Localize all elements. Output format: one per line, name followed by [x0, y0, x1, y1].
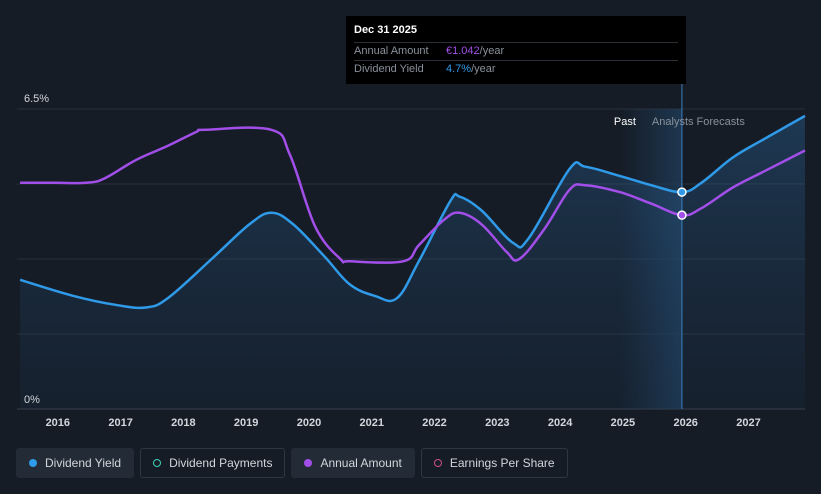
tooltip-annual-row: Annual Amount €1.042 /year [354, 42, 678, 60]
highlight-markers [677, 187, 687, 220]
tooltip-annual-value: €1.042 [446, 45, 480, 57]
tooltip-yield-unit: /year [471, 63, 496, 75]
x-tick-label: 2016 [46, 417, 70, 429]
tooltip-yield-label: Dividend Yield [354, 63, 424, 75]
x-tick-label: 2020 [297, 417, 321, 429]
x-tick-label: 2017 [108, 417, 132, 429]
x-tick-label: 2024 [548, 417, 573, 429]
x-tick-label: 2022 [422, 417, 446, 429]
legend-dividend-yield[interactable]: Dividend Yield [16, 448, 135, 478]
series-lines [19, 114, 806, 310]
tooltip-annual-unit: /year [479, 45, 505, 57]
chart-tooltip: Dec 31 2025 Annual Amount €1.042 /year D… [346, 16, 686, 84]
x-tick-label: 2018 [171, 417, 195, 429]
legend-label: Annual Amount [320, 456, 402, 470]
dividend-yield-dot-icon [29, 459, 37, 467]
annual-amount-dot-icon [304, 459, 313, 467]
legend-label: Dividend Payments [169, 456, 273, 470]
tooltip-yield-row: Dividend Yield 4.7% /year [354, 60, 678, 78]
tooltip-date: Dec 31 2025 [354, 24, 417, 36]
chart-legend: Dividend Yield Dividend Payments Annual … [16, 448, 568, 480]
legend-label: Earnings Per Share [449, 456, 555, 470]
past-label: Past [614, 116, 636, 128]
legend-dividend-payments[interactable]: Dividend Payments [140, 448, 286, 478]
annual-amount-marker [677, 210, 687, 220]
x-tick-label: 2021 [360, 417, 384, 429]
tooltip-annual-label: Annual Amount [354, 45, 429, 57]
x-tick-label: 2027 [736, 417, 760, 429]
legend-label: Dividend Yield [45, 456, 122, 470]
legend-annual-amount[interactable]: Annual Amount [291, 448, 415, 478]
dividend-yield-marker [677, 187, 687, 197]
x-tick-label: 2026 [673, 417, 697, 429]
y-tick-label: 6.5% [24, 93, 49, 105]
axis-labels: 0% 6.5% 2016 2017 2018 2019 2020 2021 2022 2023 20… [24, 93, 761, 429]
forecast-label: Analysts Forecasts [652, 116, 745, 128]
dividend-payments-ring-icon [153, 459, 162, 467]
annual-amount-line [20, 126, 806, 264]
tooltip-yield-value: 4.7% [446, 63, 472, 75]
legend-earnings-per-share[interactable]: Earnings Per Share [420, 448, 568, 478]
y-tick-label: 0% [24, 394, 40, 406]
x-tick-label: 2025 [611, 417, 635, 429]
earnings-per-share-ring-icon [433, 459, 442, 467]
x-tick-label: 2023 [485, 417, 509, 429]
x-tick-label: 2019 [234, 417, 258, 429]
